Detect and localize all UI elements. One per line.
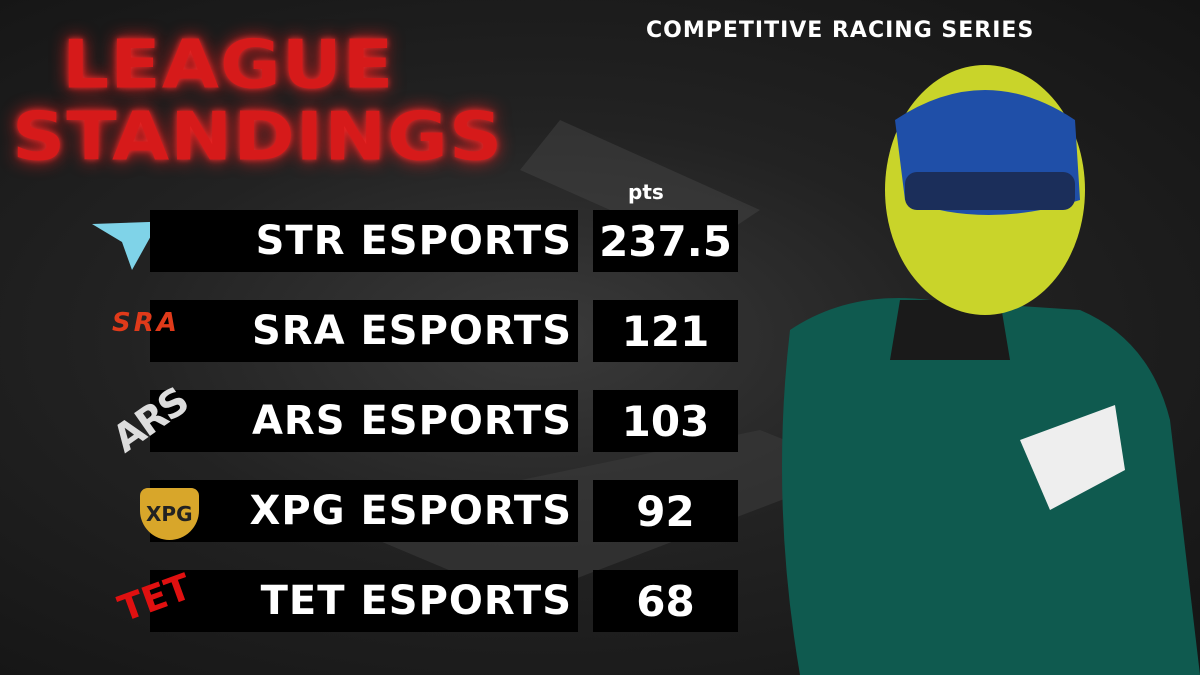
team-points: 68 bbox=[593, 570, 738, 632]
team-name: SRA ESPORTS bbox=[150, 300, 578, 362]
driver-suit bbox=[782, 298, 1200, 675]
driver-collar bbox=[890, 300, 1010, 360]
title-line: STANDINGS bbox=[12, 98, 504, 176]
subtitle: COMPETITIVE RACING SERIES bbox=[646, 18, 1035, 43]
team-points: 121 bbox=[593, 300, 738, 362]
visor bbox=[905, 172, 1075, 210]
team-logo: SRA bbox=[112, 308, 180, 338]
team-logo: XPG bbox=[140, 488, 199, 540]
team-points: 103 bbox=[593, 390, 738, 452]
team-logo bbox=[92, 220, 207, 270]
team-points: 92 bbox=[593, 480, 738, 542]
team-points: 237.5 bbox=[593, 210, 738, 272]
title-line: LEAGUE bbox=[62, 26, 395, 104]
team-name: ARS ESPORTS bbox=[150, 390, 578, 452]
glove bbox=[1020, 405, 1125, 510]
team-name: STR ESPORTS bbox=[150, 210, 578, 272]
team-name: XPG ESPORTS bbox=[150, 480, 578, 542]
team-name: TET ESPORTS bbox=[150, 570, 578, 632]
points-header: pts bbox=[628, 180, 664, 204]
